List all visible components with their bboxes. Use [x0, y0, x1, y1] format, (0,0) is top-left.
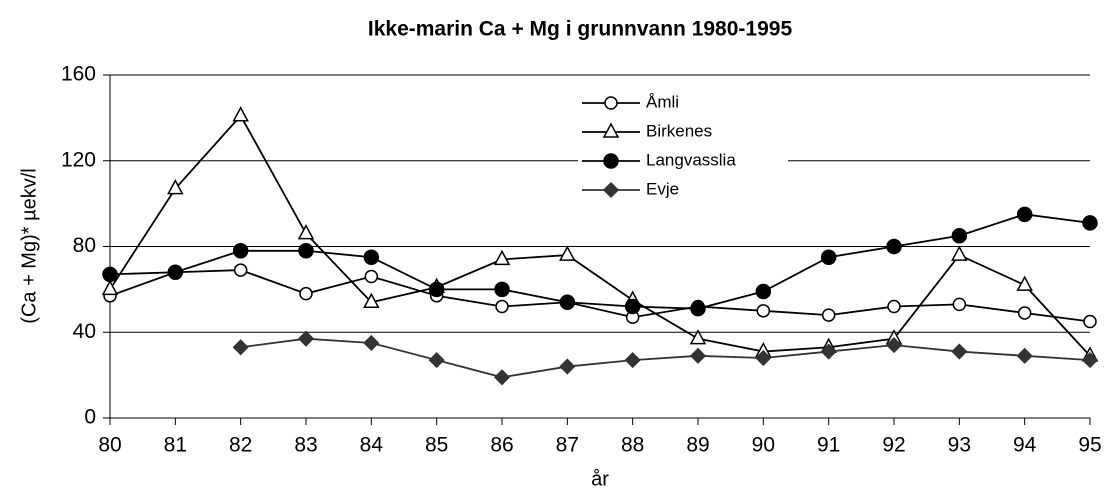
- marker: [820, 249, 837, 265]
- marker: [428, 352, 445, 369]
- x-tick-label: 81: [164, 434, 187, 457]
- marker: [232, 243, 249, 259]
- marker: [689, 347, 707, 364]
- marker: [604, 96, 618, 110]
- marker: [1016, 206, 1033, 223]
- legend-label: Birkenes: [646, 121, 712, 140]
- x-axis-label: år: [591, 468, 609, 490]
- marker: [167, 179, 184, 195]
- y-tick-label: 120: [61, 148, 96, 171]
- marker: [232, 339, 249, 356]
- marker: [624, 352, 641, 369]
- marker: [756, 304, 771, 318]
- marker: [297, 224, 315, 240]
- y-tick-label: 40: [73, 320, 96, 343]
- y-tick-label: 160: [61, 63, 96, 86]
- legend-label: Evje: [646, 179, 679, 198]
- y-axis-label: (Ca + Mg)* µekv/l: [18, 168, 40, 323]
- x-tick-label: 87: [556, 434, 579, 457]
- marker: [624, 298, 641, 315]
- marker: [363, 334, 380, 352]
- marker: [233, 263, 248, 277]
- marker: [1016, 275, 1033, 291]
- x-tick-label: 91: [817, 434, 840, 457]
- series-line: [109, 114, 1091, 357]
- y-tick-label: 0: [84, 406, 96, 429]
- marker: [559, 294, 576, 310]
- x-tick-label: 82: [229, 434, 252, 457]
- marker: [167, 264, 184, 280]
- x-tick-label: 85: [425, 434, 448, 457]
- marker: [101, 279, 119, 296]
- marker: [298, 243, 314, 259]
- marker: [602, 122, 620, 138]
- marker: [1082, 215, 1098, 231]
- marker: [951, 228, 968, 244]
- marker: [1016, 347, 1033, 364]
- marker: [887, 299, 901, 314]
- chart-title: Ikke-marin Ca + Mg i grunnvann 1980-1995: [368, 18, 793, 41]
- marker: [1081, 352, 1099, 369]
- marker: [495, 299, 509, 314]
- series-line: [240, 337, 1091, 379]
- x-tick-label: 89: [686, 434, 709, 457]
- legend-label: Langvasslia: [646, 150, 736, 169]
- marker: [690, 300, 706, 317]
- marker: [755, 283, 772, 300]
- x-tick-label: 84: [360, 434, 384, 457]
- marker: [820, 343, 837, 360]
- marker: [363, 292, 380, 308]
- marker: [232, 106, 249, 122]
- marker: [1083, 314, 1097, 329]
- series-line: [109, 269, 1091, 323]
- marker: [821, 308, 836, 322]
- legend-label: Åmli: [646, 92, 679, 111]
- marker: [559, 358, 576, 375]
- marker: [952, 297, 967, 312]
- x-tick-label: 95: [1078, 434, 1101, 457]
- y-tick-label: 80: [73, 234, 96, 257]
- series-line: [109, 213, 1091, 310]
- marker: [602, 181, 620, 199]
- marker: [689, 329, 707, 345]
- marker: [603, 153, 619, 169]
- marker: [102, 266, 118, 283]
- x-tick-label: 90: [752, 434, 775, 457]
- marker: [886, 238, 902, 255]
- marker: [885, 337, 903, 354]
- marker: [559, 245, 576, 261]
- x-tick-label: 94: [1013, 434, 1037, 457]
- marker: [493, 369, 511, 386]
- marker: [364, 269, 379, 284]
- x-tick-label: 88: [621, 434, 644, 457]
- marker: [299, 286, 313, 301]
- marker: [493, 249, 511, 266]
- marker: [494, 281, 510, 298]
- x-tick-label: 86: [490, 434, 513, 457]
- marker: [951, 343, 968, 360]
- marker: [1017, 306, 1032, 320]
- marker: [363, 249, 380, 265]
- x-tick-label: 93: [948, 434, 971, 457]
- x-tick-label: 80: [98, 434, 121, 457]
- marker: [951, 245, 968, 261]
- x-tick-label: 83: [294, 434, 317, 457]
- x-tick-label: 92: [882, 434, 905, 457]
- marker: [297, 330, 315, 347]
- marker: [755, 349, 772, 367]
- marker: [428, 281, 445, 298]
